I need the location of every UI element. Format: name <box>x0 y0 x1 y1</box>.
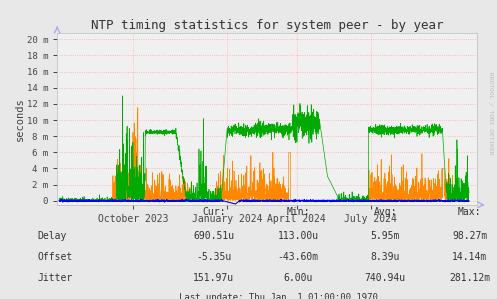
Text: Delay: Delay <box>37 231 67 241</box>
Text: RRDTOOL / TOBI OETIKER: RRDTOOL / TOBI OETIKER <box>488 72 493 155</box>
Text: 14.14m: 14.14m <box>452 252 487 262</box>
Text: 5.95m: 5.95m <box>370 231 400 241</box>
Text: 690.51u: 690.51u <box>193 231 234 241</box>
Text: Jitter: Jitter <box>37 273 73 283</box>
Text: 113.00u: 113.00u <box>278 231 319 241</box>
Y-axis label: seconds: seconds <box>15 97 25 141</box>
Text: -43.60m: -43.60m <box>278 252 319 262</box>
Text: 281.12m: 281.12m <box>449 273 490 283</box>
Text: 6.00u: 6.00u <box>283 273 313 283</box>
Text: Min:: Min: <box>286 207 310 217</box>
Title: NTP timing statistics for system peer - by year: NTP timing statistics for system peer - … <box>91 19 443 32</box>
Text: Last update: Thu Jan  1 01:00:00 1970: Last update: Thu Jan 1 01:00:00 1970 <box>179 294 378 299</box>
Text: Max:: Max: <box>458 207 482 217</box>
Text: 740.94u: 740.94u <box>365 273 406 283</box>
Text: 98.27m: 98.27m <box>452 231 487 241</box>
Text: 151.97u: 151.97u <box>193 273 234 283</box>
Text: Offset: Offset <box>37 252 73 262</box>
Text: -5.35u: -5.35u <box>196 252 231 262</box>
Text: Cur:: Cur: <box>202 207 226 217</box>
Text: 8.39u: 8.39u <box>370 252 400 262</box>
Text: Avg:: Avg: <box>373 207 397 217</box>
